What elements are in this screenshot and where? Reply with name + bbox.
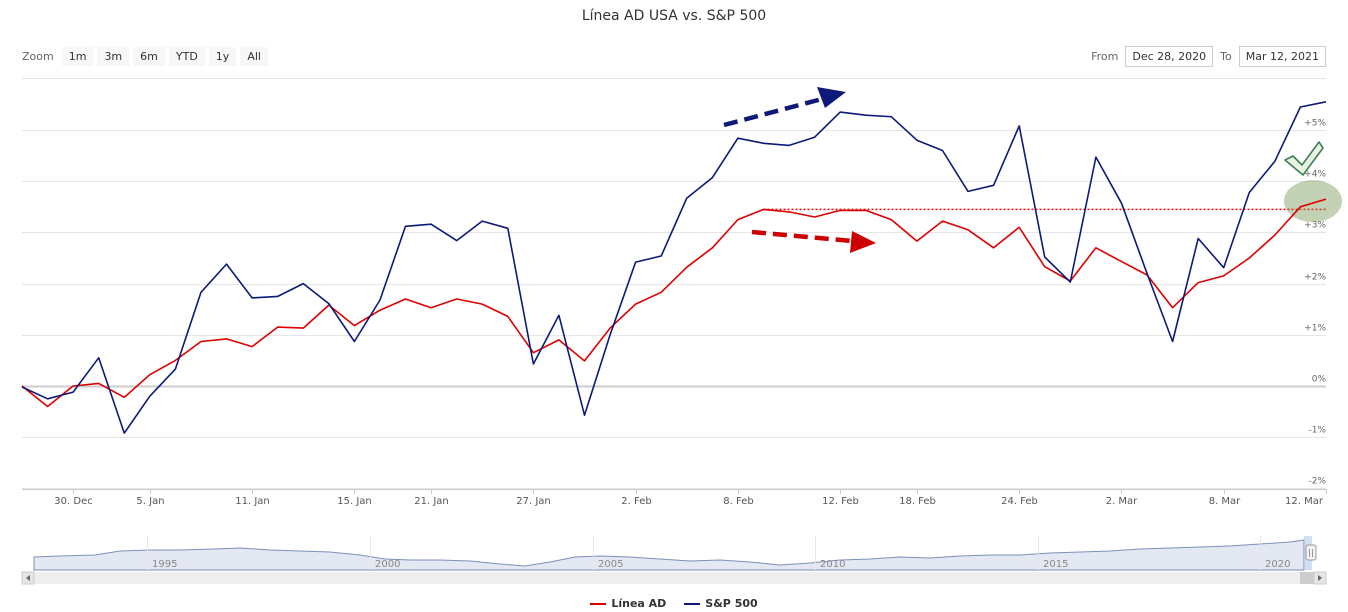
navigator-handle[interactable]: [1305, 544, 1317, 561]
from-label: From: [1091, 50, 1119, 63]
chart-area[interactable]: -2% -1% 0% +1% +2% +3% +4% +5% 30. Dec 5. Jan 11.…: [0, 0, 1348, 595]
y-tick-label: 0%: [1312, 375, 1327, 385]
x-tick-label: 2. Feb: [621, 496, 651, 507]
series-line-ad[interactable]: [21, 198, 1327, 408]
x-tick-label: 21. Jan: [414, 496, 449, 507]
series-line-sp500[interactable]: [21, 101, 1327, 434]
legend: Línea AD S&P 500: [0, 597, 1348, 610]
navigator-year-label: 2015: [1043, 559, 1068, 570]
y-tick-label: +3%: [1304, 221, 1326, 231]
scrollbar-track[interactable]: [22, 572, 1326, 584]
y-tick-label: +4%: [1304, 170, 1326, 180]
x-tick-label: 12. Feb: [822, 496, 859, 507]
red-trend-arrow: [751, 229, 876, 253]
zoom-6m-button[interactable]: 6m: [133, 47, 165, 66]
chart-title: Línea AD USA vs. S&P 500: [581, 8, 767, 24]
legend-label-sp500: S&P 500: [705, 597, 758, 610]
navigator-year-label: 2005: [598, 559, 623, 570]
navigator-series: [33, 539, 1305, 571]
x-tick-label: 5. Jan: [136, 496, 164, 507]
to-date-input[interactable]: Mar 12, 2021: [1238, 46, 1326, 67]
zoom-ytd-button[interactable]: YTD: [168, 47, 205, 66]
navigator[interactable]: 1995 2000 2005 2010 2015 2020: [21, 535, 1327, 585]
chevron-left-icon: [26, 575, 30, 581]
annotations: [723, 87, 1324, 253]
grid-lines: [22, 78, 1326, 489]
y-tick-label: +2%: [1304, 273, 1326, 283]
x-tick-label: 12. Mar: [1285, 496, 1324, 507]
check-icon: [1284, 141, 1324, 176]
navigator-year-label: 2010: [820, 559, 845, 570]
y-tick-label: +5%: [1304, 119, 1326, 129]
zoom-1m-button[interactable]: 1m: [61, 47, 94, 66]
chevron-right-icon: [1318, 575, 1322, 581]
x-tick-label: 30. Dec: [54, 496, 92, 507]
legend-item-ad-line[interactable]: Línea AD: [590, 597, 666, 610]
x-tick-label: 18. Feb: [899, 496, 936, 507]
y-tick-label: -2%: [1308, 477, 1326, 487]
x-tick-label: 27. Jan: [516, 496, 551, 507]
x-tick-label: 24. Feb: [1001, 496, 1038, 507]
y-axis-labels: -2% -1% 0% +1% +2% +3% +4% +5%: [1304, 119, 1326, 487]
to-label: To: [1220, 50, 1232, 63]
navigator-year-labels: 1995 2000 2005 2010 2015 2020: [147, 536, 1290, 570]
y-tick-label: -1%: [1308, 426, 1326, 436]
series-lines[interactable]: [21, 101, 1327, 434]
date-range: From Dec 28, 2020 To Mar 12, 2021: [1091, 46, 1326, 67]
zoom-3m-button[interactable]: 3m: [97, 47, 130, 66]
x-tick-label: 15. Jan: [337, 496, 372, 507]
zoom-all-button[interactable]: All: [240, 47, 268, 66]
x-axis: 30. Dec 5. Jan 11. Jan 15. Jan 21. Jan 27. Ja…: [22, 489, 1327, 507]
highlight-circle: [1284, 180, 1342, 223]
zoom-label: Zoom: [22, 50, 54, 63]
legend-label-ad-line: Línea AD: [611, 597, 667, 610]
zoom-bar: Zoom 1m 3m 6m YTD 1y All: [22, 47, 268, 66]
blue-trend-arrow: [723, 87, 846, 128]
legend-item-sp500[interactable]: S&P 500: [684, 597, 758, 610]
x-tick-label: 2. Mar: [1106, 496, 1138, 507]
navigator-year-label: 2000: [375, 559, 400, 570]
x-tick-label: 8. Mar: [1209, 496, 1241, 507]
x-tick-label: 8. Feb: [723, 496, 753, 507]
legend-swatch-sp500: [684, 602, 701, 605]
legend-swatch-ad-line: [590, 602, 607, 605]
x-tick-label: 11. Jan: [235, 496, 270, 507]
navigator-year-label: 2020: [1265, 559, 1290, 570]
from-date-input[interactable]: Dec 28, 2020: [1125, 46, 1214, 67]
zoom-1y-button[interactable]: 1y: [208, 47, 237, 66]
scrollbar-thumb[interactable]: [1300, 572, 1314, 584]
navigator-year-label: 1995: [152, 559, 177, 570]
y-tick-label: +1%: [1304, 324, 1326, 334]
